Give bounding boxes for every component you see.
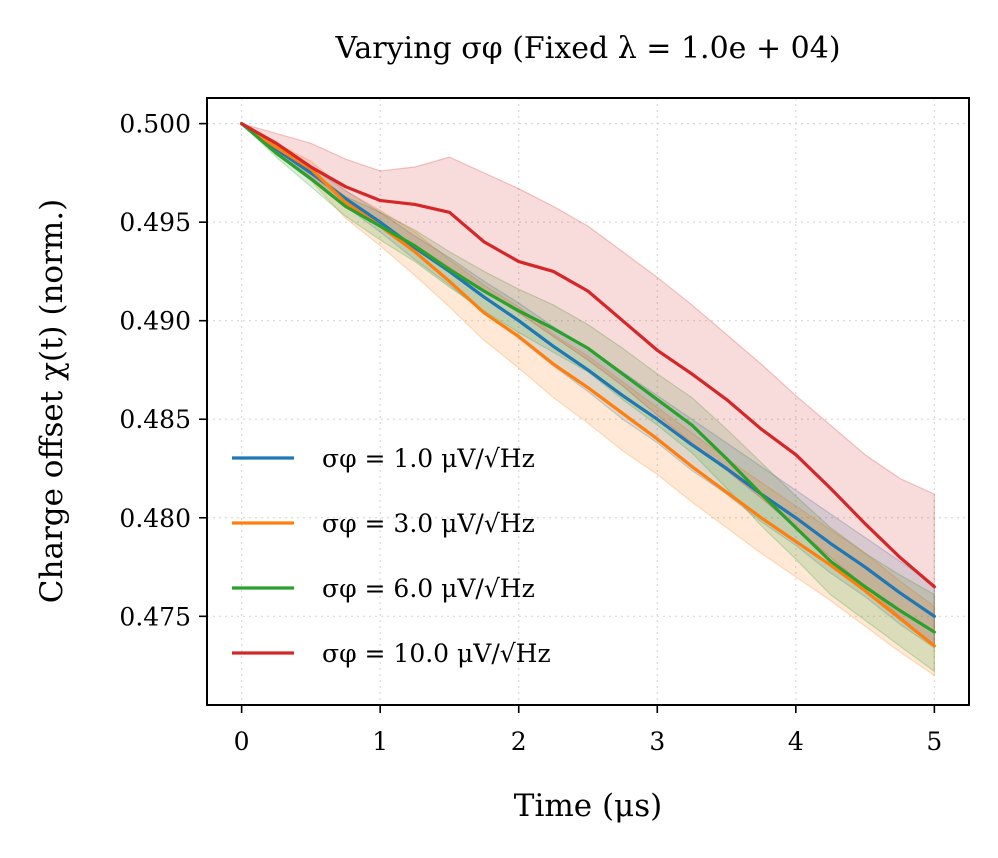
y-tick-label: 0.495 [119,208,191,237]
x-tick-label: 1 [372,727,388,756]
axis-ticks: 0 1 2 3 4 5 0.475 0.480 0.485 0.490 0.495 0.500 [119,110,942,756]
y-axis-label: Charge offset χ(t) (norm.) [34,199,70,603]
legend-label-3: σφ = 6.0 μV/√Hz [322,574,535,603]
y-tick-label: 0.500 [119,110,191,139]
confidence-band-2 [241,123,935,677]
series-line-2 [240,122,936,648]
legend: σφ = 1.0 μV/√Hz σφ = 3.0 μV/√Hz σφ = 6.0 μ… [232,444,551,668]
x-tick-label: 4 [788,727,804,756]
x-tick-label: 0 [234,727,250,756]
x-axis-label: Time (μs) [514,788,662,824]
series-line-1 [240,122,936,618]
series-lines [240,122,936,648]
series-line-3 [240,122,936,634]
chart-title: Varying σφ (Fixed λ = 1.0e + 04) [334,31,840,66]
plot-frame [206,97,970,706]
y-tick-label: 0.475 [119,602,191,631]
legend-label-1: σφ = 1.0 μV/√Hz [322,444,535,473]
legend-label-2: σφ = 3.0 μV/√Hz [322,509,535,538]
x-tick-label: 2 [511,727,527,756]
x-tick-label: 3 [649,727,665,756]
legend-label-4: σφ = 10.0 μV/√Hz [322,639,551,668]
series-line-4 [240,122,936,589]
y-tick-label: 0.490 [119,307,191,336]
grid [207,98,969,705]
y-tick-label: 0.480 [119,504,191,533]
y-tick-label: 0.485 [119,405,191,434]
x-tick-label: 5 [926,727,942,756]
